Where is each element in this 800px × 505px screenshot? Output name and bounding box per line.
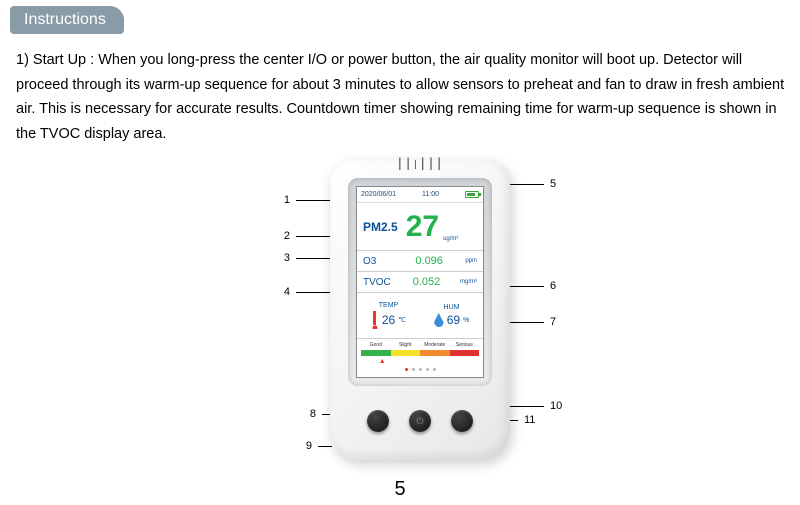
callout-label: 11 — [524, 414, 535, 426]
page-dots — [361, 368, 479, 371]
callout-label: 5 — [550, 178, 556, 190]
quality-labels: Good Slight Moderate Serious — [361, 342, 479, 348]
callout-1: 1 — [284, 194, 332, 206]
quality-seg-good — [361, 350, 391, 356]
temp-value: 26 — [382, 313, 395, 327]
instructions-heading-tab: Instructions — [10, 6, 124, 34]
instructions-heading: Instructions — [24, 11, 106, 28]
device-body: |||||| 2020/06/01 11:00 PM2.5 27 ug/m³ O… — [330, 160, 510, 460]
hardware-buttons: ⏻ — [367, 410, 473, 432]
callout-3: 3 — [284, 252, 332, 264]
screen-bezel: 2020/06/01 11:00 PM2.5 27 ug/m³ O3 0.096… — [348, 178, 492, 386]
callout-9: 9 — [306, 440, 332, 452]
hum-value: 69 — [447, 313, 460, 327]
callout-label: 10 — [550, 400, 562, 412]
pm25-value: 27 — [406, 212, 439, 242]
quality-pointer-icon — [361, 358, 479, 366]
droplet-icon — [434, 313, 444, 327]
o3-unit: ppm — [465, 258, 477, 264]
device-diagram: 1 2 3 4 8 9 5 6 7 10 11 |||||| 2020/06/0… — [310, 150, 530, 470]
callout-4: 4 — [284, 286, 332, 298]
temp-label: TEMP — [379, 302, 398, 309]
quality-seg-slight — [391, 350, 421, 356]
callout-label: 4 — [284, 286, 290, 298]
quality-seg-moderate — [420, 350, 450, 356]
quality-level: Good — [361, 342, 391, 348]
hum-label: HUM — [444, 304, 460, 311]
quality-strip — [361, 350, 479, 356]
tvoc-row: TVOC 0.052 mg/m³ — [357, 272, 483, 293]
status-time: 11:00 — [422, 191, 439, 198]
battery-icon — [465, 191, 479, 198]
status-bar: 2020/06/01 11:00 — [357, 187, 483, 203]
temp-col: TEMP 26℃ — [357, 293, 420, 338]
temp-hum-section: TEMP 26℃ HUM 69% — [357, 293, 483, 339]
callout-5: 5 — [508, 178, 556, 190]
pm25-label: PM2.5 — [363, 220, 398, 234]
air-quality-bar: Good Slight Moderate Serious — [357, 339, 483, 377]
device-screen: 2020/06/01 11:00 PM2.5 27 ug/m³ O3 0.096… — [356, 186, 484, 378]
pm25-unit: ug/m³ — [443, 236, 458, 242]
hum-unit: % — [463, 317, 469, 324]
o3-value: 0.096 — [401, 255, 457, 267]
power-button[interactable]: ⏻ — [409, 410, 431, 432]
tvoc-label: TVOC — [363, 277, 393, 288]
page-number: 5 — [394, 478, 405, 501]
callout-label: 2 — [284, 230, 290, 242]
callout-label: 9 — [306, 440, 312, 452]
thermometer-icon — [371, 311, 379, 329]
callout-2: 2 — [284, 230, 332, 242]
tvoc-value: 0.052 — [401, 276, 452, 288]
hum-col: HUM 69% — [420, 293, 483, 338]
callout-label: 1 — [284, 194, 290, 206]
callout-label: 6 — [550, 280, 556, 292]
callout-6: 6 — [508, 280, 556, 292]
status-date: 2020/06/01 — [361, 191, 396, 198]
callout-label: 7 — [550, 316, 556, 328]
quality-level: Serious — [450, 342, 480, 348]
callout-label: 8 — [310, 408, 316, 420]
callout-10: 10 — [508, 400, 562, 412]
vent-icon: |||||| — [396, 156, 444, 170]
instruction-body-text: 1) Start Up : When you long-press the ce… — [16, 48, 796, 147]
quality-seg-serious — [450, 350, 480, 356]
temp-unit: ℃ — [398, 316, 406, 324]
pm25-section: PM2.5 27 ug/m³ — [357, 203, 483, 251]
o3-label: O3 — [363, 256, 393, 267]
tvoc-unit: mg/m³ — [460, 279, 477, 285]
quality-level: Moderate — [420, 342, 450, 348]
quality-level: Slight — [391, 342, 421, 348]
left-button[interactable] — [367, 410, 389, 432]
callout-label: 3 — [284, 252, 290, 264]
right-button[interactable] — [451, 410, 473, 432]
o3-row: O3 0.096 ppm — [357, 251, 483, 272]
callout-7: 7 — [508, 316, 556, 328]
